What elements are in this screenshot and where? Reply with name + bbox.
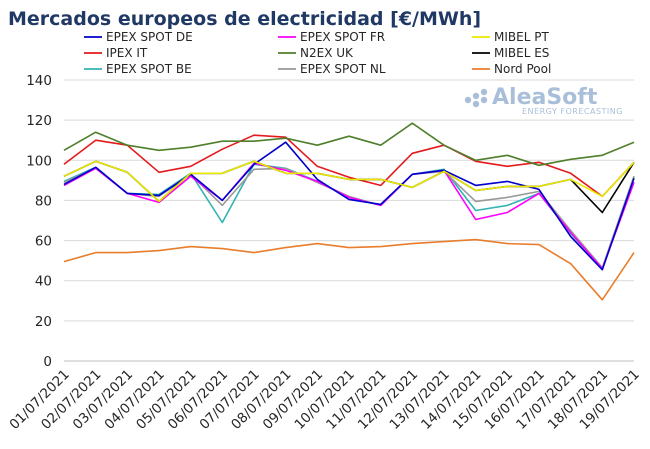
y-axis-ticks: 0 20 40 60 80 100 120 140 — [26, 73, 52, 370]
series-line-mibel-pt — [63, 160, 635, 203]
series-line-nord-pool — [63, 238, 635, 301]
aleasoft-watermark: AleaSoft ENERGY FORECASTING — [464, 85, 623, 116]
series-line-epex-spot-de — [63, 141, 635, 271]
x-axis-ticks: 01/07/202102/07/202103/07/202104/07/2021… — [6, 367, 642, 433]
aleasoft-logo-icon — [464, 88, 488, 108]
series-lines — [63, 122, 635, 301]
legend-label: MIBEL PT — [494, 30, 549, 44]
y-tick-label: 60 — [35, 234, 52, 250]
watermark-tagline: ENERGY FORECASTING — [522, 107, 623, 116]
legend-label: N2EX UK — [300, 46, 354, 60]
chart-title: Mercados europeos de electricidad [€/MWh… — [8, 8, 481, 30]
series-line-epex-spot-fr — [63, 162, 635, 270]
legend-label: EPEX SPOT FR — [300, 30, 385, 44]
gridlines — [64, 79, 634, 362]
y-tick-label: 100 — [26, 153, 52, 169]
y-tick-label: 0 — [43, 354, 52, 370]
legend-label: MIBEL ES — [494, 46, 549, 60]
legend-label: EPEX SPOT BE — [106, 62, 192, 76]
legend-label: EPEX SPOT NL — [300, 62, 386, 76]
legend-label: IPEX IT — [106, 46, 148, 60]
y-tick-label: 20 — [35, 314, 52, 330]
series-line-n2ex-uk — [63, 122, 635, 167]
y-tick-label: 140 — [26, 73, 52, 89]
legend-label: EPEX SPOT DE — [106, 30, 193, 44]
legend-label: Nord Pool — [494, 62, 551, 76]
legend: EPEX SPOT DE EPEX SPOT FR MIBEL PT IPEX IT N… — [84, 30, 551, 76]
y-tick-label: 80 — [35, 193, 52, 209]
y-tick-label: 120 — [26, 113, 52, 129]
series-line-ipex-it — [63, 134, 635, 198]
y-tick-label: 40 — [35, 274, 52, 290]
series-line-epex-spot-nl — [63, 167, 635, 269]
watermark-brand: AleaSoft — [492, 85, 598, 110]
